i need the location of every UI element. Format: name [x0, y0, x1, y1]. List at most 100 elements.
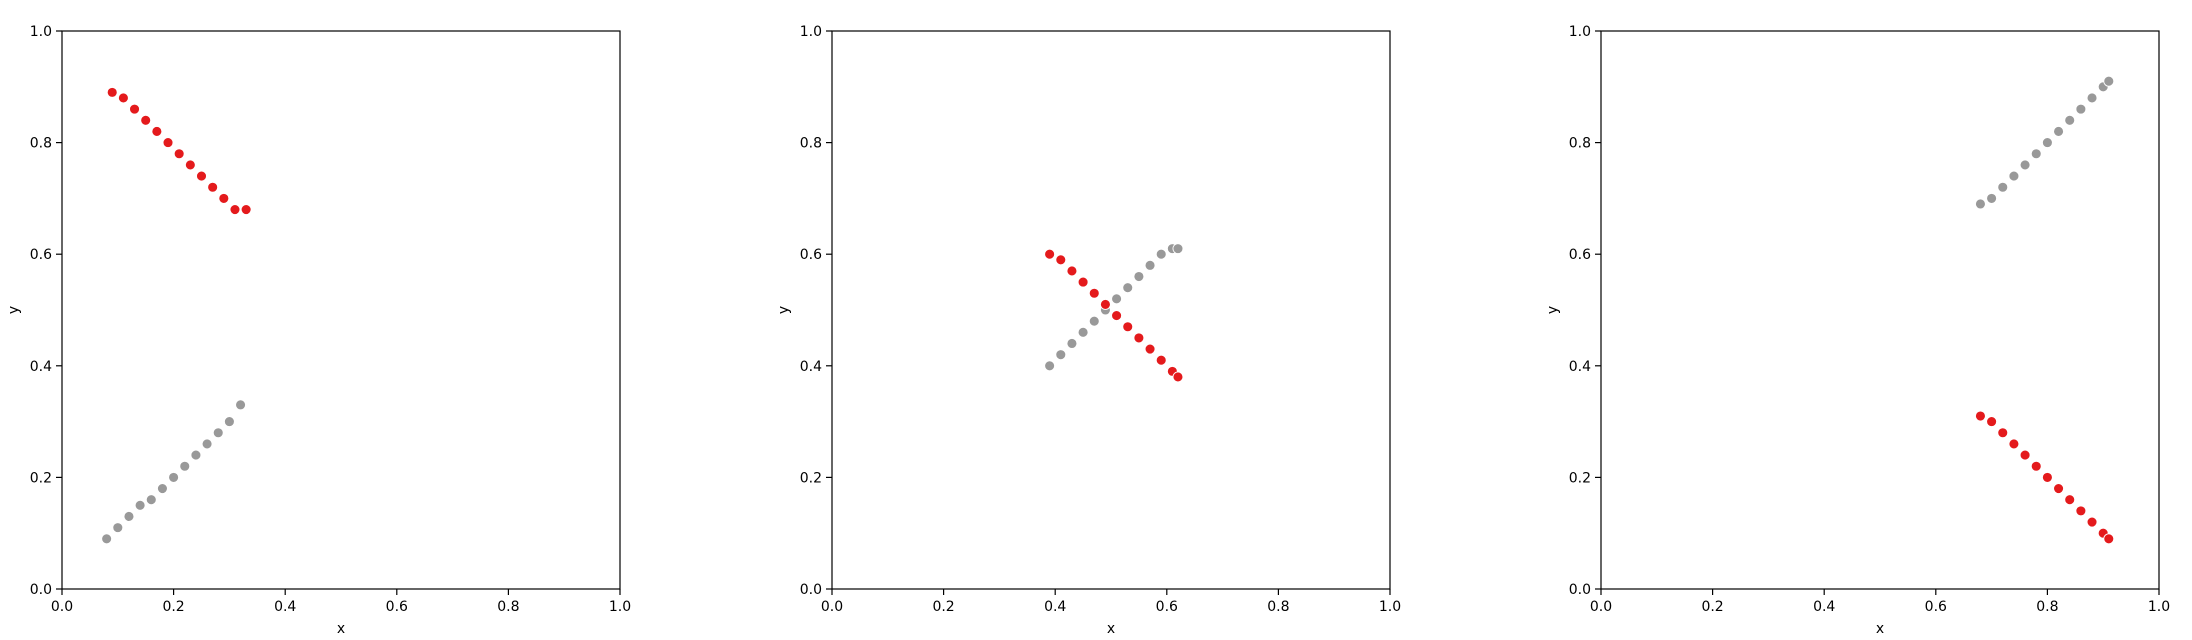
scatter-point — [1133, 271, 1145, 282]
scatter-point — [201, 438, 213, 450]
scatter-series-1 — [1974, 75, 2115, 210]
scatter-point — [173, 148, 185, 160]
x-tick-label: 0.2 — [1701, 599, 1723, 615]
scatter-point — [1077, 276, 1089, 288]
scatter-point — [134, 499, 146, 511]
scatter-point — [1974, 410, 1986, 422]
scatter-point — [207, 181, 219, 193]
y-tick-label: 0.0 — [800, 582, 822, 598]
scatter-series-2 — [106, 86, 252, 216]
y-tick-label: 0.2 — [1569, 470, 1591, 486]
scatter-point — [2053, 483, 2065, 495]
scatter-point — [2030, 148, 2042, 160]
scatter-point — [1133, 332, 1145, 344]
scatter-point — [1144, 343, 1156, 355]
scatter-point — [196, 170, 207, 182]
scatter-point — [1986, 416, 1998, 428]
scatter-point — [2030, 460, 2042, 472]
x-tick-label: 0.6 — [1156, 599, 1178, 615]
scatter-point — [1111, 293, 1123, 305]
scatter-point — [106, 86, 118, 98]
x-tick-label: 0.6 — [1925, 599, 1947, 615]
scatter-point — [2064, 494, 2076, 506]
scatter-point — [2064, 114, 2076, 126]
x-tick-label: 0.2 — [932, 599, 954, 615]
x-tick-label: 0.4 — [274, 599, 296, 615]
scatter-point — [2008, 438, 2020, 450]
x-tick-label: 0.0 — [1590, 599, 1612, 615]
x-tick-label: 1.0 — [2148, 599, 2170, 615]
plot-frame — [831, 30, 1391, 590]
scatter-point — [145, 494, 157, 506]
y-tick-label: 0.2 — [800, 470, 822, 486]
scatter-point — [151, 125, 163, 137]
scatter-point — [1088, 287, 1100, 299]
scatter-point — [235, 399, 247, 411]
x-tick-label: 0.8 — [1267, 599, 1289, 615]
scatter-point — [2075, 505, 2087, 517]
scatter-point — [1172, 243, 1184, 255]
scatter-point — [1986, 192, 1998, 204]
x-tick-label: 0.8 — [497, 599, 519, 615]
y-tick-label: 0.0 — [30, 582, 52, 598]
y-tick-label: 0.8 — [1569, 136, 1591, 152]
x-tick-label: 1.0 — [1379, 599, 1401, 615]
scatter-point — [1144, 259, 1156, 271]
y-tick-label: 0.4 — [30, 359, 52, 375]
x-tick-label: 1.0 — [609, 599, 631, 615]
scatter-point — [1077, 326, 1089, 338]
y-tick-label: 0.4 — [1569, 359, 1591, 375]
scatter-point — [2019, 449, 2031, 461]
scatter-point — [123, 511, 135, 522]
scatter-point — [229, 204, 241, 216]
plot-frame — [61, 30, 621, 590]
y-tick-label: 0.6 — [30, 247, 52, 263]
y-tick-label: 0.4 — [800, 359, 822, 375]
scatter-point — [2086, 516, 2098, 528]
plot-frame — [1600, 30, 2160, 590]
y-tick-label: 1.0 — [800, 24, 822, 40]
scatter-point — [1111, 310, 1123, 322]
scatter-point — [184, 159, 196, 171]
scatter-series-2 — [1974, 410, 2115, 545]
y-tick-label: 0.8 — [30, 136, 52, 152]
scatter-point — [218, 192, 230, 204]
scatter-point — [1088, 315, 1100, 327]
y-tick-label: 0.0 — [1569, 582, 1591, 598]
scatter-point — [2041, 471, 2053, 483]
x-tick-label: 0.0 — [821, 599, 843, 615]
scatter-point — [2086, 92, 2098, 104]
scatter-point — [101, 533, 113, 545]
scatter-point — [1055, 254, 1067, 266]
scatter-point — [1044, 248, 1056, 260]
scatter-point — [240, 204, 252, 216]
scatter-point — [223, 416, 235, 428]
scatter-point — [1122, 282, 1134, 294]
scatter-point — [2103, 533, 2115, 545]
scatter-point — [129, 103, 140, 115]
scatter-series-2 — [1044, 248, 1184, 383]
x-axis-label: x — [1876, 621, 1884, 637]
scatter-point — [2041, 137, 2053, 149]
scatter-point — [1974, 198, 1986, 210]
scatter-point — [1066, 338, 1078, 349]
scatter-point — [1155, 248, 1167, 260]
scatter-point — [2103, 75, 2115, 87]
y-axis-label: y — [6, 306, 22, 314]
scatter-point — [179, 460, 191, 472]
scatter-point — [2075, 103, 2087, 115]
scatter-point — [2053, 125, 2065, 137]
x-tick-label: 0.2 — [162, 599, 184, 615]
y-tick-label: 1.0 — [1569, 24, 1591, 40]
scatter-point — [117, 92, 129, 104]
scatter-point — [2019, 159, 2031, 171]
chart-panel-2: 0.0 0.2 0.4 0.6 0.8 1.0 0.0 0.2 0.4 0.6 0.8 1.0 x y — [776, 24, 1401, 637]
x-tick-label: 0.8 — [2036, 599, 2058, 615]
scatter-point — [1997, 181, 2009, 193]
scatter-point — [2008, 170, 2020, 182]
x-tick-label: 0.6 — [386, 599, 408, 615]
y-tick-label: 1.0 — [30, 24, 52, 40]
scatter-point — [1066, 265, 1078, 277]
x-tick-label: 0.0 — [51, 599, 73, 615]
